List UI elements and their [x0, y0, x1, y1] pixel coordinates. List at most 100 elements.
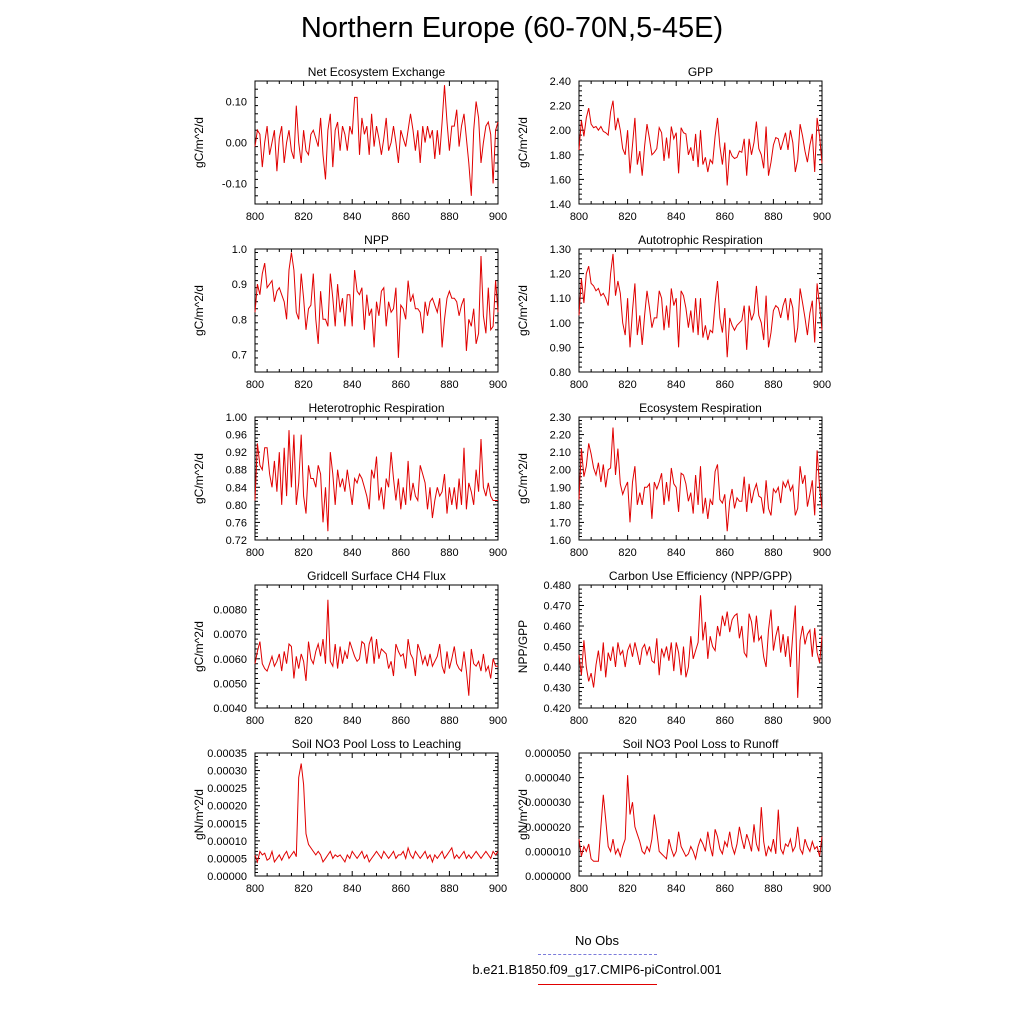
- legend-label-no-obs: No Obs: [574, 933, 620, 948]
- chart-5-y-axis-label: gC/m^2/d: [192, 453, 206, 504]
- chart-7-title: Gridcell Surface CH4 Flux: [307, 569, 446, 583]
- chart-6-x-tick-label: 800: [570, 547, 588, 559]
- chart-1-net-ecosystem-exchange: Net Ecosystem Exchange gC/m^2/d 800 820 840 8…: [192, 65, 507, 223]
- chart-9-y-tick-label: 0.00010: [207, 836, 247, 848]
- chart-8-series-line-1: [578, 595, 823, 698]
- chart-1-y-tick-label: -0.10: [222, 179, 247, 191]
- chart-6-y-tick-label: 2.10: [550, 447, 571, 459]
- chart-1-x-tick-label: 900: [489, 211, 507, 223]
- chart-8-y-tick-label: 0.470: [543, 601, 571, 613]
- chart-5-y-tick-label: 0.92: [226, 447, 247, 459]
- chart-7-y-axis-label: gC/m^2/d: [192, 621, 206, 672]
- chart-4-x-tick-label: 800: [570, 379, 588, 391]
- chart-3-x-tick-label: 840: [343, 379, 361, 391]
- chart-4-x-tick-label: 840: [667, 379, 685, 391]
- chart-10-x-tick-label: 900: [813, 883, 831, 895]
- legend-label-model-run: b.e21.B1850.f09_g17.CMIP6-piControl.001: [472, 962, 722, 977]
- chart-2-x-tick-label: 840: [667, 211, 685, 223]
- chart-9-y-tick-label: 0.00000: [207, 871, 247, 883]
- chart-6-y-tick-label: 1.70: [550, 517, 571, 529]
- chart-9-x-tick-label: 800: [246, 883, 264, 895]
- chart-6-x-tick-label: 880: [764, 547, 782, 559]
- chart-9-x-tick-label: 860: [392, 883, 410, 895]
- chart-6-y-tick-label: 2.00: [550, 465, 571, 477]
- chart-4-y-tick-label: 1.00: [550, 318, 571, 330]
- chart-5-y-tick-label: 0.88: [226, 465, 247, 477]
- chart-2-series-line-1: [578, 100, 823, 186]
- chart-10-y-axis-label: gN/m^2/d: [516, 789, 530, 840]
- chart-1-frame: [254, 80, 499, 205]
- chart-9-title: Soil NO3 Pool Loss to Leaching: [292, 737, 461, 751]
- chart-2-y-tick-label: 2.40: [550, 76, 571, 88]
- chart-1-y-tick-label: 0.00: [226, 138, 247, 150]
- chart-9-x-tick-label: 880: [440, 883, 458, 895]
- chart-4-frame: [578, 248, 823, 373]
- legend-line-no-obs: [538, 954, 657, 955]
- chart-6-y-tick-label: 2.20: [550, 430, 571, 442]
- chart-3-y-tick-label: 0.7: [232, 349, 247, 361]
- chart-6-x-tick-label: 820: [618, 547, 636, 559]
- chart-1-x-tick-label: 860: [392, 211, 410, 223]
- chart-2-x-tick-label: 860: [716, 211, 734, 223]
- chart-3-x-tick-label: 900: [489, 379, 507, 391]
- chart-2-x-tick-label: 800: [570, 211, 588, 223]
- chart-9-y-tick-label: 0.00020: [207, 801, 247, 813]
- chart-9-x-tick-label: 820: [294, 883, 312, 895]
- chart-7-series-line-1: [254, 599, 498, 696]
- chart-2-x-tick-label: 880: [764, 211, 782, 223]
- chart-10-y-tick-label: 0.000020: [525, 822, 571, 834]
- chart-1-x-tick-label: 840: [343, 211, 361, 223]
- chart-6-y-tick-label: 2.30: [550, 412, 571, 424]
- chart-8-x-tick-label: 880: [764, 715, 782, 727]
- legend-line-model-run: [538, 984, 657, 985]
- chart-3-x-tick-label: 860: [392, 379, 410, 391]
- chart-6-x-tick-label: 840: [667, 547, 685, 559]
- chart-6-x-tick-label: 860: [716, 547, 734, 559]
- chart-7-x-tick-label: 820: [294, 715, 312, 727]
- chart-9-y-tick-label: 0.00015: [207, 818, 247, 830]
- chart-5-x-tick-label: 860: [392, 547, 410, 559]
- chart-10-x-tick-label: 860: [716, 883, 734, 895]
- chart-2-y-tick-label: 1.60: [550, 174, 571, 186]
- chart-2-y-axis-label: gC/m^2/d: [516, 117, 530, 168]
- chart-2-frame: [578, 80, 823, 205]
- chart-4-y-tick-label: 1.20: [550, 269, 571, 281]
- chart-2-x-tick-label: 900: [813, 211, 831, 223]
- chart-3-title: NPP: [364, 233, 389, 247]
- page-title: Northern Europe (60-70N,5-45E): [300, 12, 724, 44]
- chart-4-y-tick-label: 1.30: [550, 244, 571, 256]
- chart-9-frame: [254, 752, 499, 877]
- chart-5-x-tick-label: 840: [343, 547, 361, 559]
- chart-6-ecosystem-respiration: Ecosystem Respiration gC/m^2/d 800 820 840 86…: [516, 401, 831, 559]
- chart-9-y-tick-label: 0.00030: [207, 766, 247, 778]
- chart-2-title: GPP: [688, 65, 713, 79]
- chart-10-series-line-1: [578, 775, 823, 862]
- chart-4-x-tick-label: 820: [618, 379, 636, 391]
- chart-7-x-tick-label: 860: [392, 715, 410, 727]
- chart-8-y-tick-label: 0.420: [543, 703, 571, 715]
- chart-3-x-tick-label: 820: [294, 379, 312, 391]
- chart-4-y-axis-label: gC/m^2/d: [516, 285, 530, 336]
- chart-8-y-tick-label: 0.450: [543, 642, 571, 654]
- chart-2-y-tick-label: 2.20: [550, 101, 571, 113]
- chart-7-y-tick-label: 0.0040: [213, 703, 247, 715]
- chart-5-heterotrophic-respiration: Heterotrophic Respiration gC/m^2/d 800 820 8…: [192, 401, 507, 559]
- chart-5-x-tick-label: 900: [489, 547, 507, 559]
- chart-1-series-line-1: [254, 85, 499, 196]
- chart-10-x-tick-label: 840: [667, 883, 685, 895]
- chart-10-x-tick-label: 880: [764, 883, 782, 895]
- chart-9-y-tick-label: 0.00005: [207, 853, 247, 865]
- chart-7-x-tick-label: 840: [343, 715, 361, 727]
- chart-10-y-tick-label: 0.000040: [525, 773, 571, 785]
- chart-4-series-line-1: [578, 253, 823, 358]
- chart-3-npp: NPP gC/m^2/d 800 820 840 860 880 900 0.7 0.8 0.9 1.…: [192, 233, 507, 391]
- chart-6-title: Ecosystem Respiration: [639, 401, 762, 415]
- chart-8-x-tick-label: 860: [716, 715, 734, 727]
- chart-5-series-line-1: [254, 430, 498, 532]
- chart-9-series-line-1: [254, 763, 499, 864]
- chart-3-series-line-1: [254, 252, 499, 358]
- chart-9-y-axis-label: gN/m^2/d: [192, 789, 206, 840]
- chart-7-y-tick-label: 0.0070: [213, 629, 247, 641]
- chart-3-x-tick-label: 880: [440, 379, 458, 391]
- chart-5-title: Heterotrophic Respiration: [308, 401, 444, 415]
